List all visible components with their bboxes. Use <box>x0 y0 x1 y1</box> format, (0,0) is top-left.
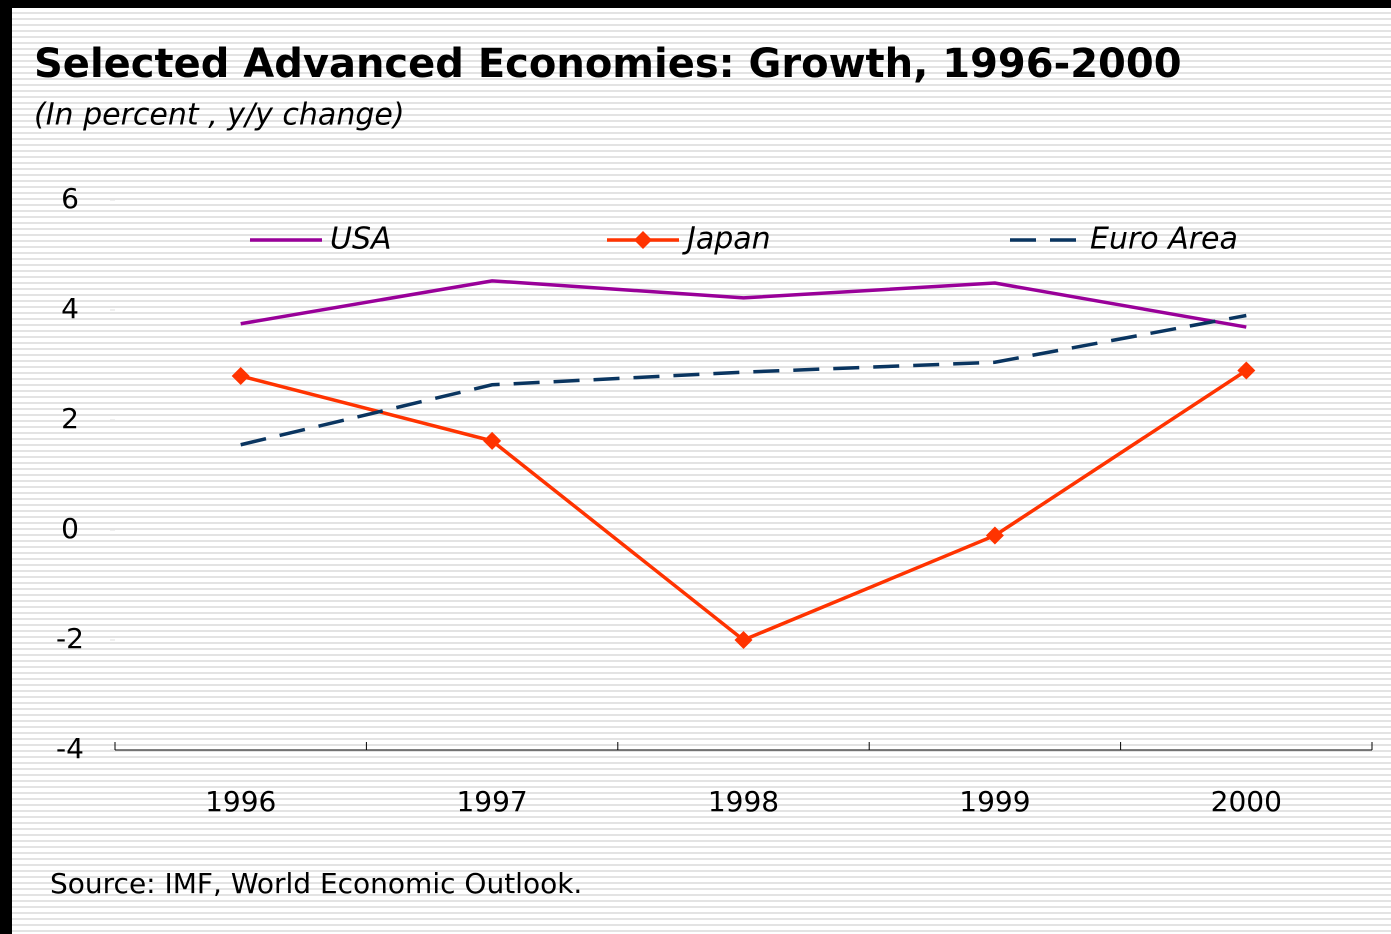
y-tick-label: 2 <box>61 402 79 435</box>
data-point <box>231 367 250 385</box>
chart-title: Selected Advanced Economies: Growth, 199… <box>34 41 1182 87</box>
series-line <box>240 279 1247 329</box>
y-tick-label: -4 <box>56 732 84 765</box>
chart-subtitle: (In percent , y/y change) <box>34 98 405 133</box>
legend-label: Japan <box>682 222 771 257</box>
data-point <box>1237 361 1256 380</box>
x-tick-label: 1999 <box>959 785 1030 818</box>
data-point <box>483 431 502 450</box>
y-tick-label: -2 <box>56 622 84 655</box>
data-point <box>734 631 753 649</box>
x-tick-label: 2000 <box>1211 785 1282 818</box>
legend-label: USA <box>330 222 392 257</box>
legend-marker <box>634 231 652 249</box>
y-tick-label: 0 <box>61 512 79 545</box>
legend-label: Euro Area <box>1090 222 1238 257</box>
x-tick-label: 1997 <box>456 785 527 818</box>
y-tick-label: 6 <box>61 182 79 215</box>
x-tick-label: 1998 <box>708 785 779 818</box>
data-point <box>985 526 1004 545</box>
source-note: Source: IMF, World Economic Outlook. <box>50 867 582 900</box>
frame-top <box>0 0 1391 8</box>
frame-left <box>0 0 12 934</box>
x-tick-label: 1996 <box>205 785 276 818</box>
series-line <box>240 313 1247 447</box>
y-tick-label: 4 <box>61 292 79 325</box>
